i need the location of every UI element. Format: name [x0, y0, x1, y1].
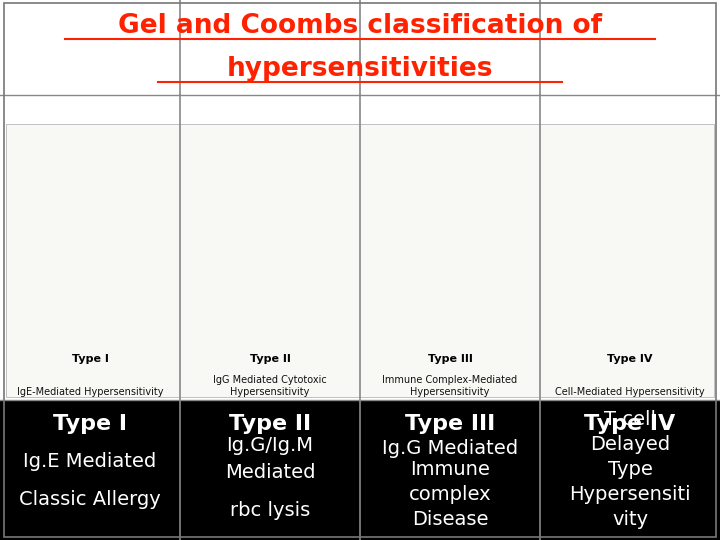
Text: Type IV: Type IV [585, 414, 675, 434]
Bar [0, 0, 720, 94]
Text: Ig.G/Ig.M
Mediated: Ig.G/Ig.M Mediated [225, 436, 315, 482]
Text: Type III: Type III [428, 354, 472, 364]
Text: T cell
Delayed
Type
Hypersensiti
vity: T cell Delayed Type Hypersensiti vity [570, 410, 690, 529]
Bar [0, 94, 720, 400]
Text: Ig.E Mediated: Ig.E Mediated [23, 452, 157, 471]
Text: hypersensitivities: hypersensitivities [227, 56, 493, 82]
Text: Type II: Type II [229, 414, 311, 434]
Text: Type IV: Type IV [607, 354, 653, 364]
Bar [0, 400, 720, 540]
Text: IgG Mediated Cytotoxic
Hypersensitivity: IgG Mediated Cytotoxic Hypersensitivity [213, 375, 327, 397]
Text: Type II: Type II [250, 354, 290, 364]
Text: rbc lysis: rbc lysis [230, 501, 310, 520]
Text: Cell-Mediated Hypersensitivity: Cell-Mediated Hypersensitivity [555, 387, 705, 397]
Text: Immune
complex
Disease: Immune complex Disease [409, 460, 491, 529]
Text: Classic Allergy: Classic Allergy [19, 490, 161, 509]
Text: Gel and Coombs classification of: Gel and Coombs classification of [118, 12, 602, 39]
Text: Immune Complex-Mediated
Hypersensitivity: Immune Complex-Mediated Hypersensitivity [382, 375, 518, 397]
Text: Ig.G Mediated: Ig.G Mediated [382, 438, 518, 458]
Text: IgE-Mediated Hypersensitivity: IgE-Mediated Hypersensitivity [17, 387, 163, 397]
Text: Type I: Type I [71, 354, 109, 364]
Text: Type I: Type I [53, 414, 127, 434]
Bar [6, 124, 714, 397]
Text: Type III: Type III [405, 414, 495, 434]
